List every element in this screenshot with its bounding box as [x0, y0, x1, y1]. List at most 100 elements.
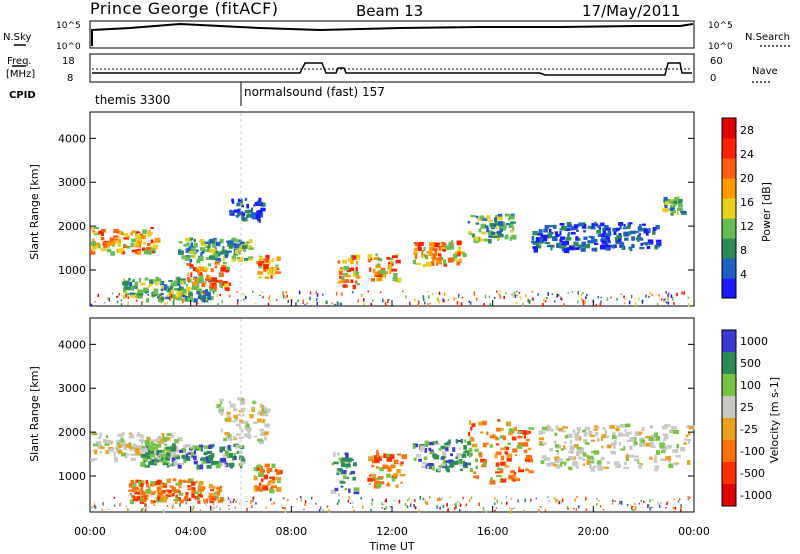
echo-cell-2 [205, 267, 209, 270]
echo-cell-2 [208, 275, 211, 281]
echo-cell-2 [210, 488, 215, 492]
echo-cell-1 [188, 278, 192, 283]
echo-cell-5 [267, 260, 271, 265]
clutter-cell [530, 498, 532, 502]
echo-cell-8 [473, 475, 479, 479]
echo-cell-9 [506, 223, 512, 226]
clutter-cell [585, 496, 587, 501]
echo-cell-6 [395, 484, 399, 488]
echo-cell-10 [600, 238, 607, 242]
echo-cell-2 [197, 485, 203, 489]
echo-cell-9 [686, 439, 692, 442]
clutter-cell [309, 291, 312, 295]
echo-cell-3 [261, 404, 264, 410]
echo-cell-5 [259, 261, 265, 265]
clutter-cell [331, 302, 333, 305]
clutter-cell [328, 509, 330, 513]
echo-cell-1 [154, 281, 159, 286]
echo-cell-1 [166, 457, 170, 461]
echo-cell-9 [486, 215, 491, 220]
clutter-cell [189, 498, 191, 502]
echo-cell-6 [396, 453, 402, 456]
echo-cell-10 [566, 222, 572, 225]
velocity-colorbar-swatch [722, 440, 736, 463]
echo-cell-7 [463, 445, 467, 450]
echo-cell-6 [368, 482, 371, 485]
echo-cell-1 [200, 458, 204, 461]
clutter-cell [383, 507, 386, 510]
echo-cell-0 [123, 237, 129, 240]
echo-cell-9 [594, 425, 598, 428]
echo-cell-5 [337, 452, 340, 456]
clutter-cell [351, 506, 354, 508]
clutter-cell [531, 299, 533, 301]
echo-cell-10 [604, 233, 610, 236]
echo-cell-6 [341, 276, 345, 281]
echo-cell-1 [143, 287, 149, 292]
echo-cell-8 [417, 246, 422, 252]
echo-cell-9 [501, 225, 507, 229]
echo-cell-9 [488, 219, 493, 223]
echo-cell-4 [235, 215, 239, 218]
echo-cell-6 [400, 481, 403, 484]
clutter-cell [405, 295, 407, 299]
echo-cell-9 [640, 439, 645, 443]
echo-cell-1 [199, 295, 204, 301]
echo-cell-6 [368, 456, 374, 462]
echo-cell-10 [631, 243, 635, 248]
clutter-cell [537, 293, 539, 296]
clutter-cell [638, 297, 640, 301]
echo-cell-3 [184, 256, 191, 261]
echo-cell-8 [458, 246, 461, 251]
clutter-cell [488, 295, 491, 299]
echo-cell-7 [391, 268, 396, 271]
echo-cell-10 [619, 224, 622, 230]
clutter-cell [516, 290, 518, 292]
clutter-cell [436, 297, 439, 302]
clutter-cell [551, 293, 554, 296]
echo-cell-2 [151, 491, 155, 496]
clutter-cell [388, 299, 390, 301]
echo-cell-2 [201, 283, 205, 288]
clutter-cell [442, 504, 445, 508]
echo-cell-8 [417, 242, 421, 248]
echo-cell-2 [185, 286, 191, 292]
clutter-cell [459, 508, 461, 512]
clutter-cell [404, 502, 407, 507]
echo-cell-9 [634, 431, 639, 436]
echo-cell-9 [572, 457, 575, 460]
echo-cell-3 [188, 251, 194, 254]
echo-cell-5 [348, 488, 351, 493]
echo-cell-8 [423, 246, 426, 251]
clutter-cell [464, 506, 466, 508]
echo-cell-9 [544, 457, 550, 462]
clutter-cell [454, 507, 456, 511]
echo-cell-1 [209, 287, 214, 292]
echo-cell-9 [478, 228, 482, 233]
echo-cell-8 [433, 242, 440, 248]
echo-cell-0 [92, 432, 95, 435]
echo-cell-8 [473, 471, 477, 475]
echo-cell-1 [130, 292, 135, 297]
clutter-cell [216, 505, 218, 509]
echo-cell-9 [638, 431, 643, 435]
power-colorbar-tick: 8 [740, 244, 747, 257]
echo-cell-9 [572, 462, 578, 467]
echo-cell-2 [199, 275, 204, 278]
echo-cell-11 [669, 200, 674, 205]
echo-cell-1 [179, 449, 183, 453]
echo-cell-2 [178, 485, 182, 489]
clutter-cell [628, 300, 631, 305]
echo-cell-8 [518, 469, 524, 473]
echo-cell-10 [553, 224, 557, 229]
clutter-cell [393, 499, 396, 502]
clutter-cell [179, 503, 181, 507]
echo-cell-2 [189, 267, 193, 269]
echo-cell-3 [218, 407, 225, 410]
echo-cell-9 [586, 460, 590, 465]
clutter-cell [212, 506, 214, 509]
echo-cell-1 [180, 298, 183, 301]
echo-cell-1 [179, 285, 182, 289]
echo-cell-1 [165, 452, 171, 457]
echo-cell-9 [624, 461, 627, 465]
